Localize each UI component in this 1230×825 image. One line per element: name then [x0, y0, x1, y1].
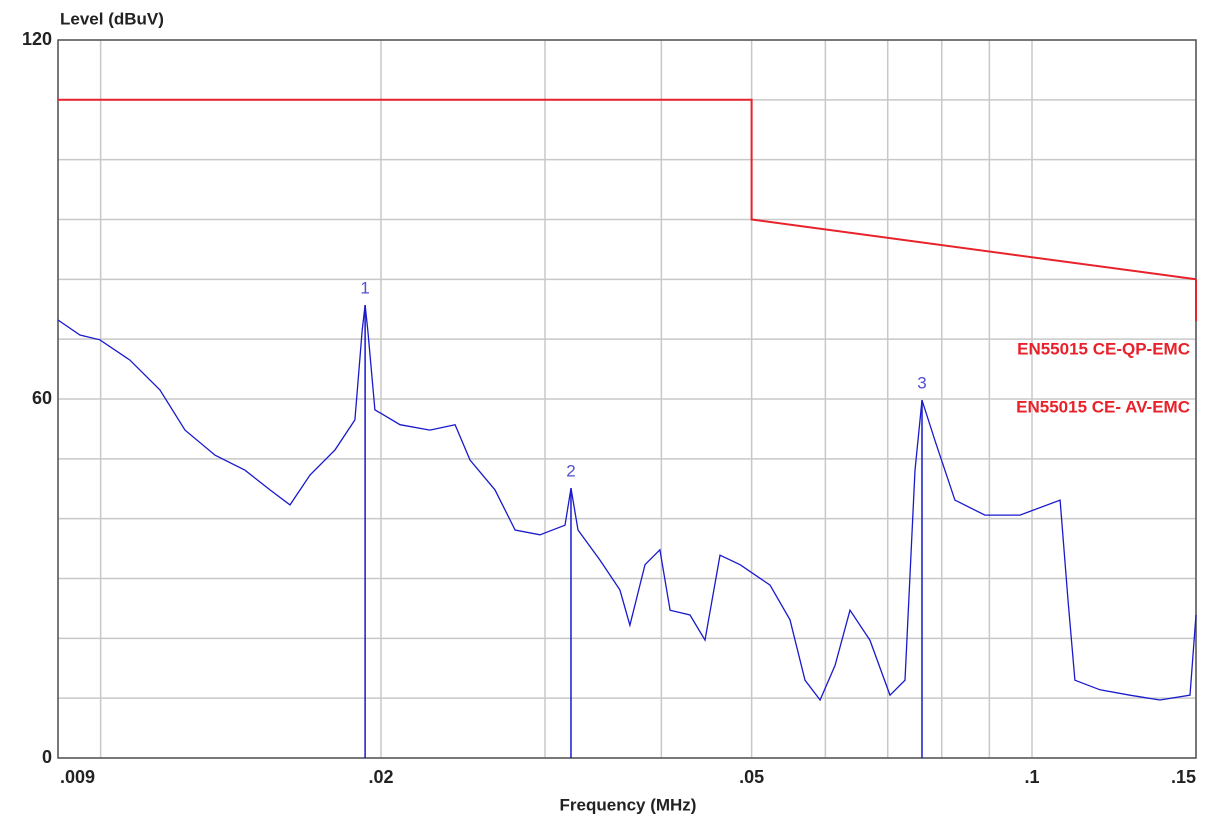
marker-label: 2 — [566, 462, 575, 481]
y-tick-label: 60 — [32, 388, 52, 408]
x-axis-label: Frequency (MHz) — [560, 795, 697, 814]
y-tick-label: 120 — [22, 29, 52, 49]
x-tick-label: .009 — [60, 767, 95, 787]
y-axis-label: Level (dBuV) — [60, 9, 164, 28]
marker-label: 3 — [917, 374, 926, 393]
series-line — [57, 305, 1197, 702]
x-tick-label: .02 — [368, 767, 393, 787]
series-line — [58, 98, 1197, 281]
y-tick-label: 0 — [42, 747, 52, 767]
plot-frame — [57, 39, 1197, 759]
x-tick-label: .1 — [1024, 767, 1039, 787]
legend-entry: EN55015 CE-QP-EMC — [1017, 339, 1190, 358]
x-tick-label: .05 — [739, 767, 764, 787]
x-tick-label: .15 — [1171, 767, 1196, 787]
marker-label: 1 — [360, 279, 369, 298]
legend-entry: EN55015 CE- AV-EMC — [1016, 397, 1190, 416]
